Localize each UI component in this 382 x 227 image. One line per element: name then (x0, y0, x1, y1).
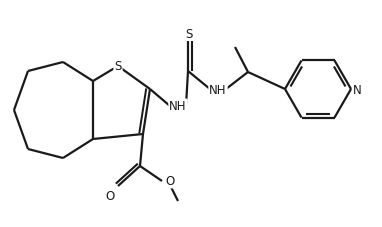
Text: N: N (353, 83, 362, 96)
Text: NH: NH (169, 100, 187, 113)
Text: S: S (185, 28, 193, 41)
Text: O: O (165, 175, 174, 188)
Text: S: S (114, 60, 122, 73)
Text: NH: NH (209, 83, 227, 96)
Text: O: O (106, 189, 115, 202)
